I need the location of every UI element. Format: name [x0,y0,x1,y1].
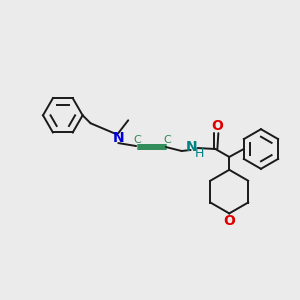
Text: O: O [212,119,223,133]
Text: N: N [112,131,124,145]
Text: C: C [163,135,171,145]
Text: O: O [223,214,235,228]
Text: N: N [186,140,197,154]
Text: C: C [133,135,141,145]
Text: H: H [195,148,204,160]
